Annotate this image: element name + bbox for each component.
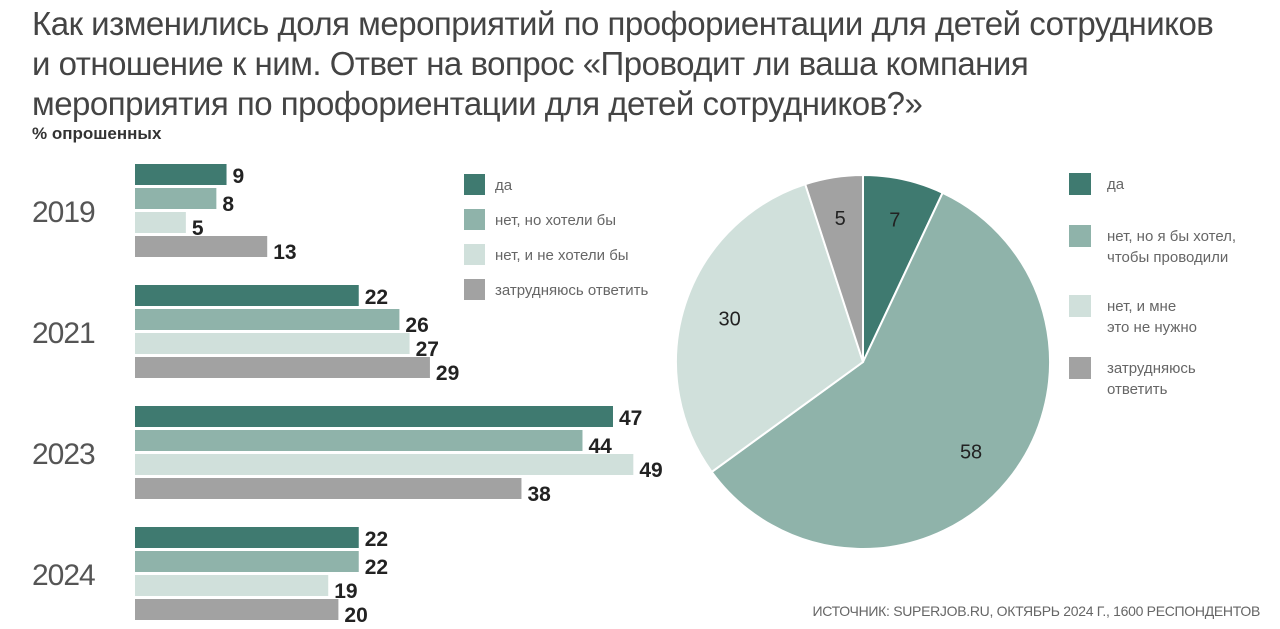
bar-value-label: 20 (344, 604, 367, 627)
pie-value-label: 7 (889, 210, 900, 232)
bar (135, 430, 583, 451)
bar-value-label: 26 (405, 314, 428, 337)
year-label: 2024 (32, 559, 95, 592)
bar (135, 212, 186, 233)
bar-value-label: 22 (365, 286, 388, 309)
bar (135, 478, 522, 499)
pie-value-label: 5 (835, 208, 846, 230)
bar-value-label: 44 (588, 435, 612, 458)
bar (135, 333, 410, 354)
bar-value-label: 47 (619, 407, 642, 430)
bar-value-label: 8 (222, 193, 234, 216)
bar (135, 575, 329, 596)
bar-value-label: 22 (365, 556, 388, 579)
bar-value-label: 29 (436, 362, 459, 385)
pie-legend-label: чтобы проводили (1107, 249, 1228, 266)
pie-value-label: 58 (960, 441, 982, 463)
bar-value-label: 27 (416, 338, 439, 361)
legend-label: да (495, 177, 513, 194)
unit-label: % опрошенных (32, 124, 162, 143)
bar (135, 164, 227, 185)
pie-legend-label: это не нужно (1107, 319, 1197, 336)
pie-legend-label: ответить (1107, 381, 1168, 398)
pie-slice (803, 173, 864, 363)
pie-slice (675, 182, 865, 474)
legend-label: нет, но хотели бы (495, 212, 616, 229)
legend-swatch (464, 244, 485, 265)
legend-swatch (464, 209, 485, 230)
pie-slice (710, 191, 1051, 550)
chart-title: Как изменились доля мероприятий по профо… (32, 5, 1214, 122)
pie-legend-swatch (1069, 357, 1091, 379)
pie-value-label: 30 (718, 309, 740, 331)
year-label: 2023 (32, 438, 95, 471)
pie-legend-swatch (1069, 173, 1091, 195)
bar-value-label: 9 (233, 165, 245, 188)
bar-value-label: 38 (527, 483, 551, 506)
bar-value-label: 13 (273, 241, 296, 264)
bar (135, 406, 613, 427)
bar-value-label: 22 (365, 528, 388, 551)
bar (135, 551, 359, 572)
bar-value-label: 5 (192, 217, 204, 240)
pie-legend-label: затрудняюсь (1107, 360, 1196, 377)
bar-value-label: 19 (334, 580, 357, 603)
legend-label: нет, и не хотели бы (495, 247, 629, 264)
legend-swatch (464, 174, 485, 195)
pie-legend-swatch (1069, 295, 1091, 317)
bar (135, 357, 430, 378)
bar (135, 236, 268, 257)
pie-legend-label: нет, но я бы хотел, (1107, 228, 1236, 245)
bar (135, 285, 359, 306)
source-note: ИСТОЧНИК: SUPERJOB.RU, ОКТЯБРЬ 2024 Г., … (812, 603, 1261, 619)
year-label: 2019 (32, 196, 95, 229)
legend-label: затрудняюсь ответить (495, 282, 648, 299)
bar (135, 599, 339, 620)
legend-swatch (464, 279, 485, 300)
pie-legend-swatch (1069, 225, 1091, 247)
year-label: 2021 (32, 317, 95, 350)
bar (135, 454, 634, 475)
pie-legend-label: нет, и мне (1107, 298, 1176, 315)
bar (135, 527, 359, 548)
bar-value-label: 49 (639, 459, 662, 482)
pie-legend-label: да (1107, 176, 1125, 193)
bar (135, 309, 400, 330)
bar (135, 188, 217, 209)
